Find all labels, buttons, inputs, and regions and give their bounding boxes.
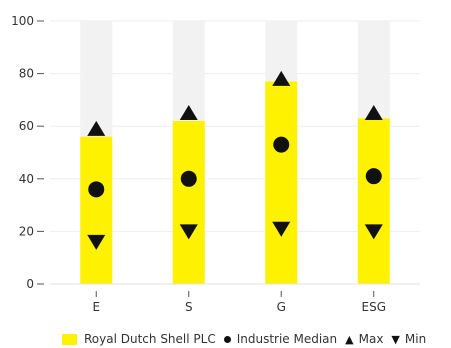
triangle-down-icon: ▼ xyxy=(391,332,400,346)
y-axis: 0 20 40 60 80 100 xyxy=(11,14,44,291)
median-marker xyxy=(273,136,290,153)
legend-label-median: Industrie Median xyxy=(236,332,338,346)
min-marker xyxy=(87,234,106,250)
x-tick-label: ESG xyxy=(362,300,387,314)
y-tick-label: 40 xyxy=(19,172,34,186)
bar-company xyxy=(357,118,390,284)
bars xyxy=(80,21,390,285)
min-marker xyxy=(364,224,383,240)
y-tick-label: 80 xyxy=(19,67,34,81)
y-tick-label: 100 xyxy=(11,14,34,28)
legend-label-min: Min xyxy=(404,332,427,346)
legend-item-median: Industrie Median xyxy=(223,332,338,346)
max-marker xyxy=(179,105,198,121)
legend-item-company: Royal Dutch Shell PLC xyxy=(62,332,216,346)
bar-company xyxy=(265,81,298,285)
median-marker xyxy=(180,170,197,187)
bar-company xyxy=(80,136,113,284)
markers xyxy=(87,70,383,250)
legend-item-max: ▲ Max xyxy=(345,332,383,346)
max-marker xyxy=(272,70,291,86)
legend-item-min: ▼ Min xyxy=(391,332,426,346)
legend-label-max: Max xyxy=(358,332,384,346)
legend: Royal Dutch Shell PLC Industrie Median ▲… xyxy=(62,330,434,348)
x-tick-label: E xyxy=(92,300,100,314)
max-marker xyxy=(87,120,106,136)
legend-swatch-company xyxy=(62,333,77,345)
max-marker xyxy=(364,105,383,121)
legend-label-company: Royal Dutch Shell PLC xyxy=(84,332,216,346)
triangle-up-icon: ▲ xyxy=(345,332,354,346)
median-marker xyxy=(365,168,382,185)
y-tick-label: 20 xyxy=(19,224,34,238)
y-tick-label: 0 xyxy=(26,277,34,291)
x-tick-label: S xyxy=(185,300,193,314)
x-axis: E S G ESG xyxy=(50,283,420,314)
x-tick-label: G xyxy=(277,300,286,314)
bar-company xyxy=(172,120,205,284)
circle-icon xyxy=(223,335,231,343)
median-marker xyxy=(88,181,105,198)
y-tick-label: 60 xyxy=(19,119,34,133)
min-marker xyxy=(179,224,198,240)
min-marker xyxy=(272,221,291,237)
